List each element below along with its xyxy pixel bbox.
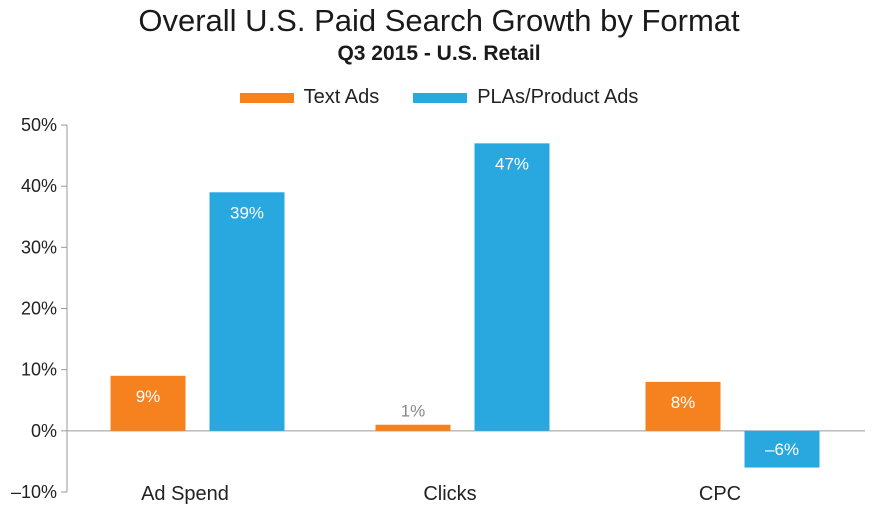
legend-label-product-ads: PLAs/Product Ads [477,86,639,108]
data-label: 9% [136,387,161,406]
data-label: 8% [671,393,696,412]
chart-subtitle: Q3 2015 - U.S. Retail [337,42,541,65]
data-label: 39% [230,203,264,222]
y-tick-label: –10% [11,482,57,502]
legend: Text Ads PLAs/Product Ads [0,86,878,109]
data-label: –6% [765,440,799,459]
bar-text-ads-ad-spend [110,375,186,431]
chart-title: Overall U.S. Paid Search Growth by Forma… [138,3,740,38]
x-category-label: CPC [699,483,741,505]
data-label: 1% [401,402,426,421]
bar-text-ads-clicks [375,424,451,431]
legend-item-product-ads: PLAs/Product Ads [413,86,638,109]
data-label: 47% [495,154,529,173]
y-tick-label: 50% [21,115,57,135]
bar-plas-product-ads-clicks [474,143,550,431]
legend-swatch-text-ads [239,92,294,103]
y-tick-label: 0% [31,421,57,441]
x-category-label: Ad Spend [141,483,229,505]
legend-label-text-ads: Text Ads [303,86,380,108]
legend-item-text-ads: Text Ads [239,86,380,109]
y-tick-label: 40% [21,176,57,196]
bar-plas-product-ads-ad-spend [209,192,285,431]
bar-text-ads-cpc [645,381,721,431]
y-tick-label: 20% [21,299,57,319]
legend-swatch-product-ads [413,92,468,103]
y-tick-label: 30% [21,237,57,257]
bar-plas-product-ads-cpc [744,430,820,468]
x-category-label: Clicks [423,483,476,505]
y-tick-label: 10% [21,360,57,380]
